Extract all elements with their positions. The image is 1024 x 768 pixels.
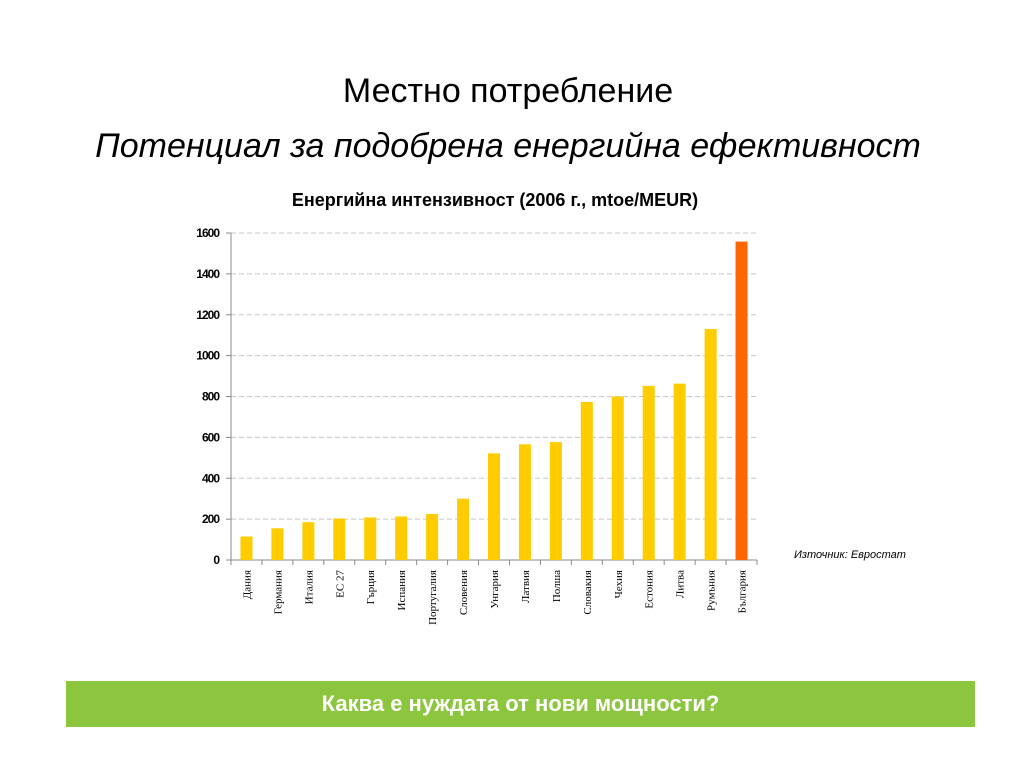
slide-subtitle: Потенциал за подобрена енергийна ефектив…: [95, 127, 921, 165]
x-tick-label: Чехия: [613, 570, 625, 598]
y-tick-label: 1200: [196, 308, 220, 322]
x-tick-label: Германия: [272, 570, 284, 614]
x-tick-label: Естония: [644, 570, 656, 609]
y-tick-label: 1600: [196, 226, 220, 240]
x-tick-label: Португалия: [427, 570, 439, 625]
bar-6: [426, 514, 439, 560]
bottom-banner-text: Каква е нуждата от нови мощности?: [321, 691, 720, 716]
y-tick-label: 200: [202, 512, 220, 526]
x-tick-label: ЕС 27: [334, 570, 346, 598]
chart-title: Енергийна интензивност (2006 г., mtoe/ME…: [291, 190, 699, 210]
x-tick-label: Гърция: [365, 570, 377, 604]
y-tick-label: 1000: [196, 349, 220, 363]
bar-1: [271, 528, 284, 560]
x-tick-labels: Дания Германия Италия ЕС 27 Гърция Испания Пор…: [241, 570, 748, 625]
y-tick-label: 600: [202, 430, 220, 444]
bar-14: [673, 383, 686, 560]
bars: [240, 241, 748, 561]
x-tick-label: Латвия: [520, 570, 532, 603]
bar-0: [240, 536, 253, 560]
x-tick-label: Дания: [241, 570, 253, 599]
x-tick-label: Италия: [303, 570, 315, 604]
bar-chart: 0 200 400 600 800 1000 1200 1400 1600 Дания Герма…: [196, 226, 758, 625]
bar-8: [488, 453, 500, 560]
bar-16: [735, 241, 748, 561]
x-tick-label: Словакия: [582, 570, 594, 615]
x-tick-label: Испания: [396, 570, 408, 610]
bar-2: [302, 522, 315, 560]
bar-10: [549, 442, 562, 560]
bar-12: [611, 396, 624, 560]
slide-title: Местно потребление: [342, 72, 674, 110]
x-tick-label: Литва: [675, 570, 687, 598]
bar-5: [395, 516, 408, 560]
y-tick-label: 0: [213, 553, 220, 567]
y-tick-label: 1400: [196, 267, 220, 281]
bar-7: [457, 498, 470, 560]
x-tick-label: Унгария: [489, 570, 501, 609]
bar-13: [642, 385, 655, 560]
source-note: Източник: Евростат: [794, 549, 906, 561]
y-tick-labels: 0 200 400 600 800 1000 1200 1400 1600: [196, 226, 221, 567]
bar-11: [580, 402, 593, 560]
bar-4: [364, 517, 377, 560]
bottom-banner: Каква е нуждата от нови мощности?: [66, 681, 975, 727]
bar-3: [333, 518, 346, 560]
x-tick-label: България: [737, 570, 749, 613]
x-tick-label: Словения: [458, 570, 470, 615]
bar-15: [704, 329, 717, 560]
y-tick-label: 400: [202, 471, 220, 485]
bar-9: [518, 444, 531, 560]
x-tick-label: Полша: [551, 570, 563, 602]
y-tick-label: 800: [202, 390, 220, 404]
x-tick-label: Румъния: [706, 570, 718, 611]
